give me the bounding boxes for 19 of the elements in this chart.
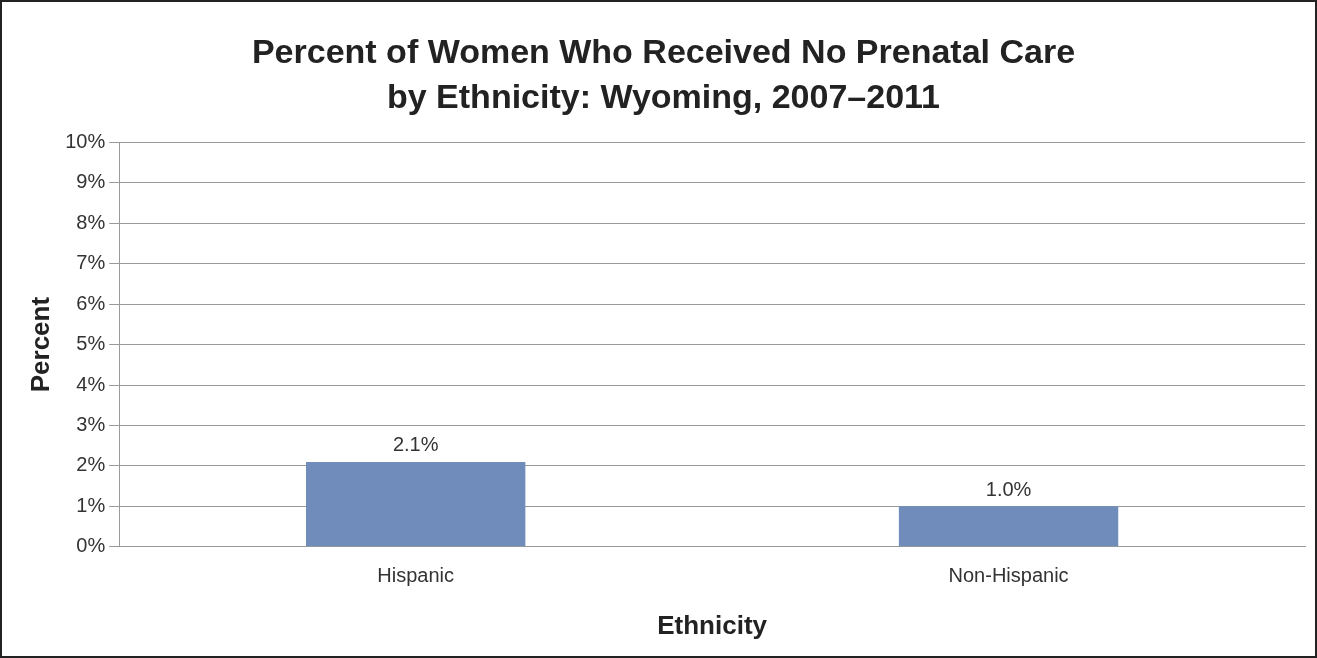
y-tick-label: 10% [65, 129, 106, 152]
text: Percent of Women Who Received No Prenatal Care [251, 32, 1076, 71]
y-tick-label: 3% [76, 413, 106, 435]
data-label: 1.0% [985, 477, 1032, 500]
y-tick-label: 8% [76, 210, 106, 233]
y-tick-label: 0% [76, 534, 106, 557]
text: by Ethnicity: Wyoming, 2007–2011 [386, 76, 941, 115]
y-tick-label: 6% [76, 291, 106, 314]
y-tick-label: 9% [76, 170, 106, 193]
y-tick-label: 1% [76, 493, 106, 516]
y-axis-title: Percent [24, 296, 55, 393]
x-tick-label: Non-Hispanic [948, 564, 1069, 587]
x-tick-label: Hispanic [377, 564, 455, 587]
y-tick-label: 5% [76, 332, 106, 355]
data-label: 2.1% [392, 433, 439, 456]
y-tick-label: 2% [76, 453, 106, 476]
x-axis-title: Ethnicity [657, 609, 768, 640]
y-tick-label: 4% [76, 372, 106, 395]
y-tick-label: 7% [76, 251, 106, 274]
